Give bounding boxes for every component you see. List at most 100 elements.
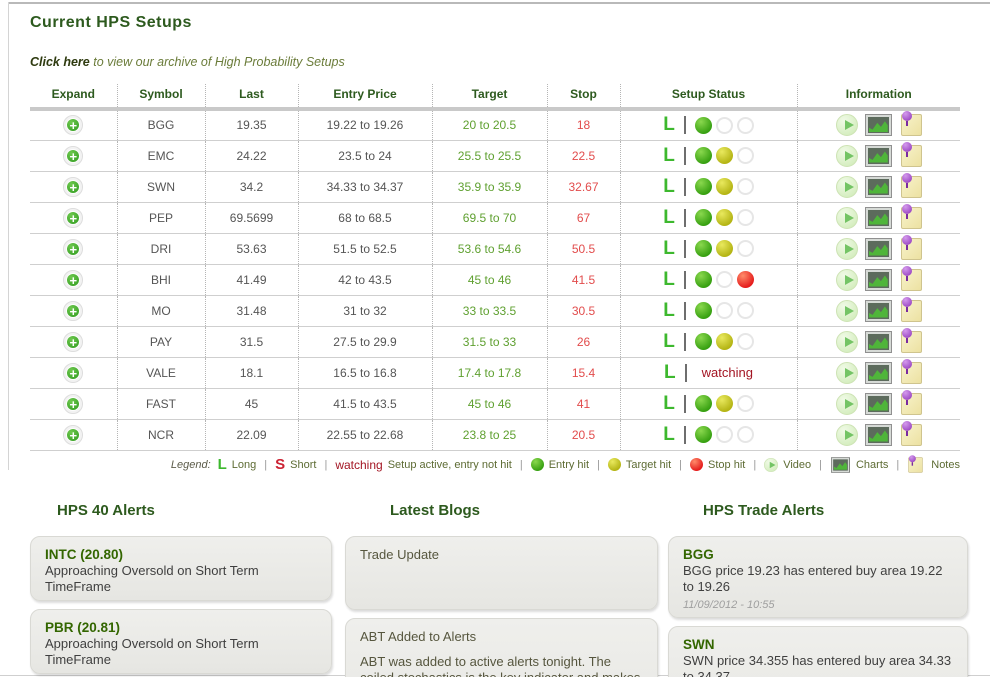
alert-timestamp: 09/11/2012 17:15:08	[45, 672, 317, 674]
expand-cell	[30, 202, 117, 234]
legend-separator	[324, 459, 327, 471]
status-dots	[694, 209, 754, 226]
archive-link[interactable]: Click here	[30, 55, 90, 69]
status-dot-empty-icon	[736, 333, 754, 350]
setup-status-cell: L	[619, 388, 797, 420]
notes-icon[interactable]	[900, 420, 922, 446]
video-icon[interactable]	[835, 423, 858, 446]
stop-hit-dot-icon	[690, 458, 704, 471]
section-title-blogs: Latest Blogs	[390, 502, 481, 519]
notes-icon[interactable]	[900, 389, 922, 415]
target-cell: 33 to 33.5	[431, 295, 547, 327]
charts-icon[interactable]	[864, 114, 892, 137]
status-divider	[683, 146, 686, 165]
notes-icon[interactable]	[900, 172, 922, 198]
information-cell	[796, 233, 960, 265]
charts-icon[interactable]	[864, 175, 892, 198]
expand-icon[interactable]	[63, 176, 84, 197]
alert-symbol: SWN	[683, 637, 715, 652]
symbol-cell: BGG	[116, 109, 205, 141]
notes-label: Notes	[931, 458, 960, 471]
notes-icon[interactable]	[900, 358, 922, 384]
notes-icon[interactable]	[900, 327, 922, 353]
charts-icon[interactable]	[864, 361, 892, 384]
video-icon[interactable]	[835, 268, 858, 291]
section-latest-blogs: Latest Blogs Trade Update ABT Added to A…	[345, 494, 658, 677]
charts-icon[interactable]	[864, 392, 892, 415]
expand-cell	[30, 140, 117, 172]
expand-icon[interactable]	[63, 300, 84, 321]
notes-icon[interactable]	[900, 296, 922, 322]
video-icon[interactable]	[835, 330, 858, 353]
blog-card[interactable]: ABT Added to Alerts ABT was added to act…	[345, 618, 658, 677]
expand-cell	[30, 171, 117, 203]
status-divider	[683, 239, 686, 258]
long-indicator: L	[663, 423, 675, 445]
expand-icon[interactable]	[63, 115, 84, 136]
video-icon[interactable]	[835, 175, 858, 198]
blog-title[interactable]: Trade Update	[360, 547, 440, 562]
status-dot-green-icon	[694, 395, 712, 412]
stop-cell: 22.5	[546, 140, 620, 172]
watching-status-text: watching	[701, 365, 753, 380]
archive-line: Click here to view our archive of High P…	[30, 55, 345, 69]
video-icon[interactable]	[835, 361, 858, 384]
video-icon[interactable]	[835, 114, 858, 137]
expand-icon[interactable]	[63, 238, 84, 259]
alert-timestamp: 11/09/2012 - 10:55	[683, 598, 775, 611]
status-dots	[694, 271, 754, 288]
expand-icon[interactable]	[63, 424, 84, 445]
status-dot-green-icon	[694, 147, 712, 164]
stop-cell: 41.5	[546, 264, 620, 296]
information-cell	[796, 326, 960, 358]
charts-icon[interactable]	[864, 330, 892, 353]
notes-icon[interactable]	[900, 265, 922, 291]
video-icon[interactable]	[835, 206, 858, 229]
status-divider	[683, 177, 686, 196]
information-cell	[796, 357, 960, 389]
status-dot-green-icon	[694, 116, 712, 134]
col-header-information: Information	[796, 84, 960, 111]
video-icon[interactable]	[835, 392, 858, 415]
expand-icon[interactable]	[63, 362, 84, 383]
expand-icon[interactable]	[63, 393, 84, 414]
symbol-cell: PAY	[116, 326, 205, 358]
charts-icon[interactable]	[864, 237, 892, 260]
table-row: DRI 53.63 51.5 to 52.5 53.6 to 54.6 50.5…	[30, 233, 960, 265]
expand-icon[interactable]	[63, 207, 84, 228]
last-cell: 19.35	[204, 109, 298, 141]
status-dots	[694, 395, 754, 412]
blog-card[interactable]: Trade Update	[345, 536, 658, 610]
notes-icon[interactable]	[900, 203, 922, 229]
entry-price-cell: 27.5 to 29.9	[297, 326, 432, 358]
status-divider	[683, 425, 686, 444]
video-icon[interactable]	[835, 299, 858, 322]
notes-icon[interactable]	[900, 234, 922, 260]
charts-icon[interactable]	[864, 299, 892, 322]
alert-message: Approaching Oversold on Short Term TimeF…	[45, 563, 259, 595]
table-row: SWN 34.2 34.33 to 34.37 35.9 to 35.9 32.…	[30, 171, 960, 203]
blog-title[interactable]: ABT Added to Alerts	[360, 629, 477, 644]
charts-icon[interactable]	[864, 144, 892, 167]
status-dot-empty-icon	[736, 426, 754, 443]
video-icon[interactable]	[835, 144, 858, 167]
short-label: Short	[290, 458, 317, 471]
section-trade-alerts: HPS Trade Alerts BGG BGG price 19.23 has…	[668, 494, 968, 677]
status-dot-yellow-icon	[715, 395, 733, 412]
video-icon[interactable]	[835, 237, 858, 260]
status-dot-green-icon	[694, 333, 712, 350]
charts-icon[interactable]	[864, 206, 892, 229]
status-dot-yellow-icon	[715, 178, 733, 195]
col-header-entry-price: Entry Price	[297, 84, 432, 111]
notes-icon[interactable]	[900, 111, 922, 137]
hps40-alert-card: INTC (20.80) Approaching Oversold on Sho…	[30, 536, 332, 601]
charts-icon[interactable]	[864, 268, 892, 291]
expand-icon[interactable]	[63, 269, 84, 290]
charts-icon[interactable]	[864, 423, 892, 446]
legend: Legend: L Long S Short watching Setup ac…	[30, 454, 960, 473]
expand-icon[interactable]	[63, 145, 84, 166]
notes-icon[interactable]	[900, 141, 922, 167]
section-title-hps40: HPS 40 Alerts	[57, 502, 155, 519]
expand-icon[interactable]	[63, 331, 84, 352]
status-dot-empty-icon	[715, 271, 733, 288]
